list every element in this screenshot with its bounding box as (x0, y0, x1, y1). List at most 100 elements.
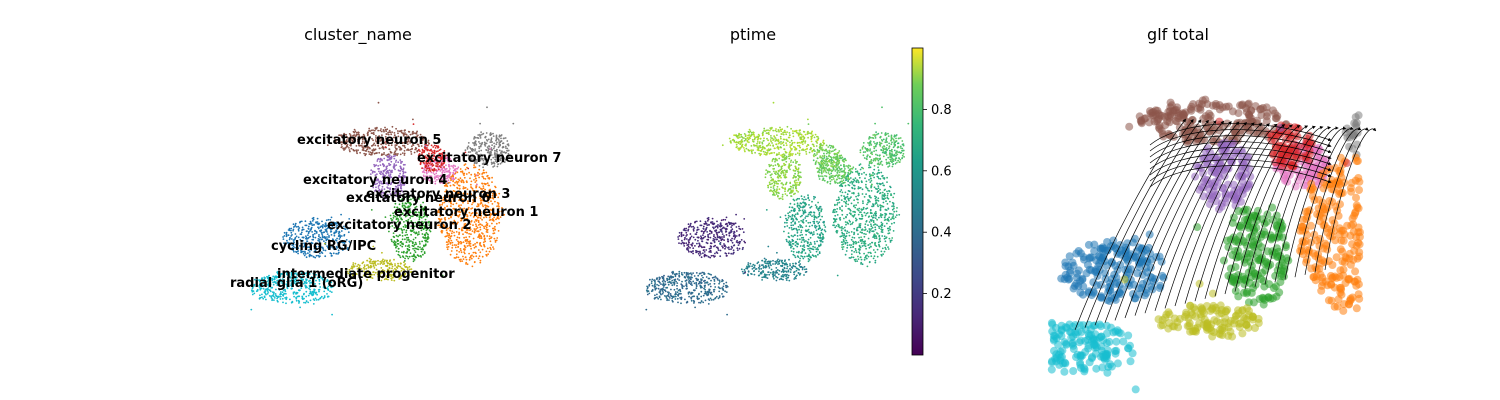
ptime-point (792, 135, 795, 138)
cluster-point (370, 153, 372, 156)
cluster-point (494, 228, 497, 231)
cluster-point (455, 253, 458, 256)
ptime-point (859, 226, 862, 229)
ptime-point (773, 135, 775, 137)
cluster-point (393, 151, 396, 154)
cluster-point (380, 130, 383, 133)
cluster-point (466, 239, 468, 242)
cluster-point (449, 237, 452, 240)
ptime-point (820, 169, 823, 172)
ptime-point (782, 144, 785, 147)
ptime-point (804, 140, 807, 143)
cluster-point (297, 229, 300, 232)
ptime-point (798, 176, 801, 179)
cluster-point (411, 242, 414, 245)
ptime-point (877, 159, 880, 162)
ptime-point (866, 203, 868, 206)
cluster-label: radial glia 1 (oRG) (230, 276, 363, 291)
ptime-point (816, 153, 818, 155)
ptime-point (787, 136, 790, 139)
cluster-point (486, 182, 489, 185)
cluster-point (342, 147, 345, 150)
cluster-point (382, 263, 384, 265)
ptime-point (764, 173, 767, 176)
cluster-point (421, 233, 424, 235)
ptime-point (901, 157, 904, 159)
cluster-point (376, 142, 378, 144)
ptime-point (795, 168, 798, 171)
cluster-point (369, 151, 372, 154)
cluster-point (479, 137, 482, 139)
ptime-point (788, 157, 791, 160)
cluster-point (483, 141, 486, 144)
cluster-point (373, 133, 375, 136)
cluster-point (497, 230, 500, 232)
cluster-point (489, 240, 492, 243)
ptime-point (815, 145, 818, 147)
ptime-point (877, 185, 880, 188)
cluster-point (456, 183, 459, 185)
ptime-point (895, 137, 897, 140)
cluster-point (487, 155, 490, 158)
ptime-point (728, 137, 731, 140)
cluster-point (326, 293, 328, 295)
ptime-point (792, 184, 794, 187)
cluster-point (457, 240, 459, 243)
cluster-point (467, 145, 470, 148)
ptime-point (763, 127, 766, 130)
ptime-point (848, 178, 851, 181)
cluster-point (476, 241, 478, 244)
cluster-point (263, 295, 266, 298)
cluster-point (314, 256, 317, 259)
ptime-point (823, 142, 826, 145)
ptime-point (877, 187, 880, 190)
ptime-point (771, 158, 774, 161)
cluster-point (387, 138, 390, 141)
ptime-point (768, 163, 770, 166)
cluster-point (393, 167, 395, 169)
cluster-point (485, 223, 488, 226)
ptime-point (786, 125, 789, 128)
ptime-point (774, 129, 777, 132)
ptime-point (827, 146, 830, 148)
cluster-point (473, 179, 475, 181)
ptime-point (862, 142, 865, 144)
cluster-point (401, 238, 404, 241)
cluster-point (478, 141, 480, 143)
cluster-point (371, 132, 374, 135)
cluster-point (382, 129, 385, 131)
cluster-point (379, 129, 382, 132)
ptime-point (836, 182, 839, 185)
cluster-point (375, 152, 377, 155)
cluster-point (490, 236, 493, 239)
cluster-point (475, 255, 478, 258)
ptime-point (794, 172, 796, 175)
ptime-point (778, 157, 781, 160)
cluster-point (389, 263, 392, 266)
cluster-point (350, 147, 353, 150)
cluster-point (489, 148, 492, 150)
cluster-point (462, 255, 464, 258)
cluster-point (483, 154, 486, 157)
ptime-point (768, 181, 771, 184)
ptime-point (846, 246, 849, 249)
ptime-point (895, 134, 898, 136)
cluster-point (493, 232, 496, 235)
cluster-point (364, 150, 367, 152)
cluster-point (483, 243, 485, 246)
cluster-point (411, 131, 414, 134)
cluster-point (469, 177, 471, 180)
panel-cluster-name: cluster_name excitatory neuron 5excitato… (230, 25, 561, 316)
cluster-point (476, 153, 479, 156)
ptime-point (838, 150, 841, 152)
ptime-point (819, 166, 822, 169)
cluster-point (300, 233, 303, 236)
cluster-point (402, 256, 405, 258)
ptime-point (836, 169, 839, 171)
cluster-point (342, 137, 345, 139)
cluster-point (439, 170, 442, 172)
cluster-point (376, 158, 379, 161)
cluster-point (398, 141, 401, 144)
ptime-point (861, 188, 864, 191)
cluster-point (389, 150, 392, 153)
